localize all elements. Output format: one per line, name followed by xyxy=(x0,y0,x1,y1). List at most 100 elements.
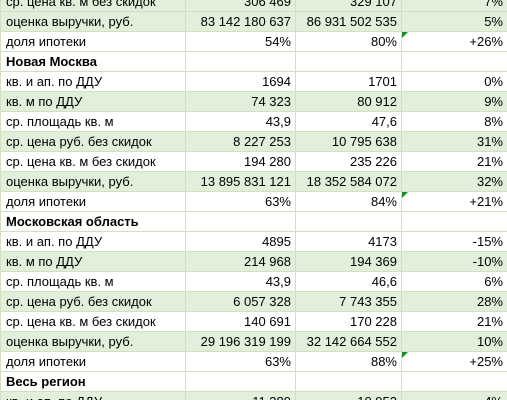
table-row: доля ипотеки 63% 84% +21% xyxy=(0,191,507,212)
value-cell-col-d[interactable]: 1701 xyxy=(295,71,402,92)
change-cell[interactable]: 32% xyxy=(401,171,507,192)
value-cell-col-d[interactable]: 47,6 xyxy=(295,111,402,132)
table-row: оценка выручки, руб. 29 196 319 199 32 142… xyxy=(0,331,507,352)
value-cell-col-c[interactable]: 4895 xyxy=(185,231,296,252)
table-row: ср. цена кв. м без скидок 140 691 170 228 2… xyxy=(0,311,507,332)
value-cell-col-c[interactable]: 74 323 xyxy=(185,91,296,112)
row-label-cell[interactable]: ср. цена кв. м без скидок xyxy=(0,311,186,332)
table-row: кв. м по ДДУ 74 323 80 912 9% xyxy=(0,91,507,112)
value-cell-col-c[interactable]: 6 057 328 xyxy=(185,291,296,312)
value-cell-col-d[interactable]: 10 952 xyxy=(295,391,402,400)
section-header-row: Новая Москва xyxy=(0,51,507,72)
empty-cell[interactable] xyxy=(185,51,296,72)
row-label-cell[interactable]: кв. и ап. по ДДУ xyxy=(0,71,186,92)
row-label-cell[interactable]: ср. цена кв. м без скидок xyxy=(0,151,186,172)
table-row: доля ипотеки 54% 80% +26% xyxy=(0,31,507,52)
value-cell-col-c[interactable]: 194 280 xyxy=(185,151,296,172)
value-cell-col-d[interactable]: 32 142 664 552 xyxy=(295,331,402,352)
change-cell[interactable]: 28% xyxy=(401,291,507,312)
value-cell-col-c[interactable]: 63% xyxy=(185,191,296,212)
row-label-cell[interactable]: ср. цена руб. без скидок xyxy=(0,291,186,312)
value-cell-col-c[interactable]: 29 196 319 199 xyxy=(185,331,296,352)
row-label-cell[interactable]: ср. цена руб. без скидок xyxy=(0,131,186,152)
change-cell[interactable]: +21% xyxy=(401,191,507,212)
table-row: кв. м по ДДУ 214 968 194 369 -10% xyxy=(0,251,507,272)
section-title-cell[interactable]: Московская область xyxy=(0,211,186,232)
row-label-cell[interactable]: ср. площадь кв. м xyxy=(0,111,186,132)
section-header-row: Весь регион xyxy=(0,371,507,392)
change-cell[interactable]: 7% xyxy=(401,0,507,12)
empty-cell[interactable] xyxy=(185,371,296,392)
row-label-cell[interactable]: ср. цена кв. м без скидок xyxy=(0,0,186,12)
row-label-cell[interactable]: оценка выручки, руб. xyxy=(0,171,186,192)
value-cell-col-d[interactable]: 4173 xyxy=(295,231,402,252)
empty-cell[interactable] xyxy=(401,211,507,232)
value-cell-col-d[interactable]: 84% xyxy=(295,191,402,212)
value-cell-col-d[interactable]: 10 795 638 xyxy=(295,131,402,152)
change-cell[interactable]: 10% xyxy=(401,331,507,352)
row-label-cell[interactable]: доля ипотеки xyxy=(0,351,186,372)
value-cell-col-c[interactable]: 8 227 253 xyxy=(185,131,296,152)
value-cell-col-d[interactable]: 86 931 502 535 xyxy=(295,11,402,32)
value-cell-col-d[interactable]: 46,6 xyxy=(295,271,402,292)
value-cell-col-d[interactable]: 194 369 xyxy=(295,251,402,272)
empty-cell[interactable] xyxy=(185,211,296,232)
table-row: кв. и ап. по ДДУ11 38910 952-4% xyxy=(0,391,507,400)
empty-cell[interactable] xyxy=(295,371,402,392)
value-cell-col-d[interactable]: 170 228 xyxy=(295,311,402,332)
row-label-cell[interactable]: кв. и ап. по ДДУ xyxy=(0,231,186,252)
change-cell[interactable]: 31% xyxy=(401,131,507,152)
row-label-cell[interactable]: оценка выручки, руб. xyxy=(0,331,186,352)
value-cell-col-c[interactable]: 140 691 xyxy=(185,311,296,332)
row-label-cell[interactable]: кв. м по ДДУ xyxy=(0,251,186,272)
value-cell-col-d[interactable]: 7 743 355 xyxy=(295,291,402,312)
value-cell-col-c[interactable]: 83 142 180 637 xyxy=(185,11,296,32)
value-cell-col-d[interactable]: 235 226 xyxy=(295,151,402,172)
row-label-cell[interactable]: кв. м по ДДУ xyxy=(0,91,186,112)
table-row: оценка выручки, руб. 83 142 180 637 86 931… xyxy=(0,11,507,32)
value-cell-col-c[interactable]: 54% xyxy=(185,31,296,52)
change-cell[interactable]: 5% xyxy=(401,11,507,32)
empty-cell[interactable] xyxy=(401,371,507,392)
value-cell-col-c[interactable]: 43,9 xyxy=(185,271,296,292)
row-label-cell[interactable]: доля ипотеки xyxy=(0,31,186,52)
change-cell[interactable]: -4% xyxy=(401,391,507,400)
value-cell-col-d[interactable]: 329 107 xyxy=(295,0,402,12)
change-cell[interactable]: 9% xyxy=(401,91,507,112)
empty-cell[interactable] xyxy=(401,51,507,72)
value-cell-col-c[interactable]: 1694 xyxy=(185,71,296,92)
change-cell[interactable]: 21% xyxy=(401,311,507,332)
row-label-cell[interactable]: доля ипотеки xyxy=(0,191,186,212)
table-row: доля ипотеки 63% 88% +25% xyxy=(0,351,507,372)
section-title-cell[interactable]: Весь регион xyxy=(0,371,186,392)
value-cell-col-d[interactable]: 80 912 xyxy=(295,91,402,112)
row-label-cell[interactable]: ср. площадь кв. м xyxy=(0,271,186,292)
change-cell[interactable]: -15% xyxy=(401,231,507,252)
empty-cell[interactable] xyxy=(295,211,402,232)
change-cell[interactable]: 21% xyxy=(401,151,507,172)
value-cell-col-c[interactable]: 63% xyxy=(185,351,296,372)
change-cell[interactable]: -10% xyxy=(401,251,507,272)
value-cell-col-d[interactable]: 18 352 584 072 xyxy=(295,171,402,192)
value-cell-col-d[interactable]: 88% xyxy=(295,351,402,372)
table-row: ср. цена кв. м без скидок 306 469 329 107 7… xyxy=(0,0,507,12)
value-cell-col-d[interactable]: 80% xyxy=(295,31,402,52)
section-title-cell[interactable]: Новая Москва xyxy=(0,51,186,72)
change-cell[interactable]: 0% xyxy=(401,71,507,92)
change-cell[interactable]: 8% xyxy=(401,111,507,132)
row-label-cell[interactable]: кв. и ап. по ДДУ xyxy=(0,391,186,400)
table-row: ср. площадь кв. м 43,9 46,6 6% xyxy=(0,271,507,292)
change-cell[interactable]: 6% xyxy=(401,271,507,292)
value-cell-col-c[interactable]: 13 895 831 121 xyxy=(185,171,296,192)
value-cell-col-c[interactable]: 11 389 xyxy=(185,391,296,400)
change-cell[interactable]: +25% xyxy=(401,351,507,372)
value-cell-col-c[interactable]: 306 469 xyxy=(185,0,296,12)
row-label-cell[interactable]: оценка выручки, руб. xyxy=(0,11,186,32)
change-cell[interactable]: +26% xyxy=(401,31,507,52)
empty-cell[interactable] xyxy=(295,51,402,72)
value-cell-col-c[interactable]: 43,9 xyxy=(185,111,296,132)
value-cell-col-c[interactable]: 214 968 xyxy=(185,251,296,272)
